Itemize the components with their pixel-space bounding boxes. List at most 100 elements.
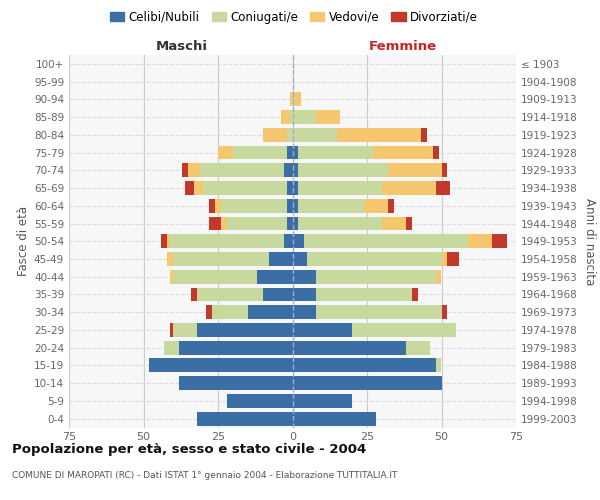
Bar <box>293 146 298 160</box>
Bar <box>293 270 316 283</box>
Bar <box>170 270 173 283</box>
Bar <box>469 234 492 248</box>
Legend: Celibi/Nubili, Coniugati/e, Vedovi/e, Divorziati/e: Celibi/Nubili, Coniugati/e, Vedovi/e, Di… <box>105 6 483 28</box>
Bar <box>287 216 293 230</box>
Bar <box>149 358 293 372</box>
Bar <box>173 252 269 266</box>
Bar <box>436 270 442 283</box>
Text: Femmine: Femmine <box>368 40 437 53</box>
Bar <box>293 412 376 426</box>
Bar <box>191 288 197 302</box>
Bar <box>293 181 298 195</box>
Bar <box>293 323 352 337</box>
Bar <box>173 323 197 337</box>
Bar <box>179 376 293 390</box>
Bar <box>218 146 233 160</box>
Bar <box>185 181 194 195</box>
Bar <box>298 216 382 230</box>
Bar <box>316 306 442 319</box>
Bar <box>167 234 170 248</box>
Bar <box>287 181 293 195</box>
Bar <box>287 128 293 141</box>
Bar <box>433 146 439 160</box>
Bar <box>194 181 203 195</box>
Bar <box>352 323 457 337</box>
Bar <box>293 288 316 302</box>
Bar <box>293 306 316 319</box>
Bar <box>492 234 507 248</box>
Bar <box>164 341 179 354</box>
Bar <box>188 164 200 177</box>
Bar <box>263 128 287 141</box>
Bar <box>227 394 293 408</box>
Bar <box>257 270 293 283</box>
Bar <box>364 199 388 212</box>
Bar <box>436 181 451 195</box>
Text: Popolazione per età, sesso e stato civile - 2004: Popolazione per età, sesso e stato civil… <box>12 442 366 456</box>
Bar <box>227 216 287 230</box>
Bar <box>388 164 442 177</box>
Bar <box>215 199 221 212</box>
Bar <box>298 146 373 160</box>
Bar <box>293 216 298 230</box>
Bar <box>298 199 364 212</box>
Bar <box>442 252 448 266</box>
Bar <box>442 306 448 319</box>
Bar <box>316 110 340 124</box>
Bar <box>170 234 284 248</box>
Bar <box>161 234 167 248</box>
Bar <box>197 288 263 302</box>
Bar <box>293 199 298 212</box>
Bar <box>209 216 221 230</box>
Bar <box>248 306 293 319</box>
Bar <box>197 323 293 337</box>
Bar <box>290 110 293 124</box>
Bar <box>382 216 406 230</box>
Bar <box>173 270 257 283</box>
Bar <box>293 341 406 354</box>
Bar <box>263 288 293 302</box>
Bar <box>406 341 430 354</box>
Bar <box>293 234 304 248</box>
Bar <box>406 216 412 230</box>
Bar <box>284 234 293 248</box>
Bar <box>221 216 227 230</box>
Bar <box>295 92 301 106</box>
Bar <box>281 110 290 124</box>
Text: COMUNE DI MAROPATI (RC) - Dati ISTAT 1° gennaio 2004 - Elaborazione TUTTITALIA.I: COMUNE DI MAROPATI (RC) - Dati ISTAT 1° … <box>12 471 397 480</box>
Bar <box>293 92 295 106</box>
Bar <box>307 252 442 266</box>
Bar <box>293 128 337 141</box>
Bar <box>412 288 418 302</box>
Bar <box>269 252 293 266</box>
Bar <box>209 199 215 212</box>
Bar <box>304 234 469 248</box>
Bar <box>167 252 173 266</box>
Bar <box>293 110 316 124</box>
Y-axis label: Anni di nascita: Anni di nascita <box>583 198 596 285</box>
Bar <box>284 164 293 177</box>
Bar <box>388 199 394 212</box>
Bar <box>221 199 287 212</box>
Bar <box>442 164 448 177</box>
Bar <box>436 358 442 372</box>
Bar <box>206 306 212 319</box>
Text: Maschi: Maschi <box>156 40 208 53</box>
Bar <box>182 164 188 177</box>
Bar <box>287 199 293 212</box>
Bar <box>293 252 307 266</box>
Bar <box>316 270 436 283</box>
Bar <box>373 146 433 160</box>
Bar <box>290 92 293 106</box>
Bar <box>200 164 284 177</box>
Bar <box>197 412 293 426</box>
Bar <box>316 288 412 302</box>
Bar <box>298 181 382 195</box>
Bar <box>293 164 298 177</box>
Bar <box>293 358 436 372</box>
Bar <box>448 252 460 266</box>
Bar <box>179 341 293 354</box>
Bar <box>233 146 287 160</box>
Bar <box>287 146 293 160</box>
Bar <box>337 128 421 141</box>
